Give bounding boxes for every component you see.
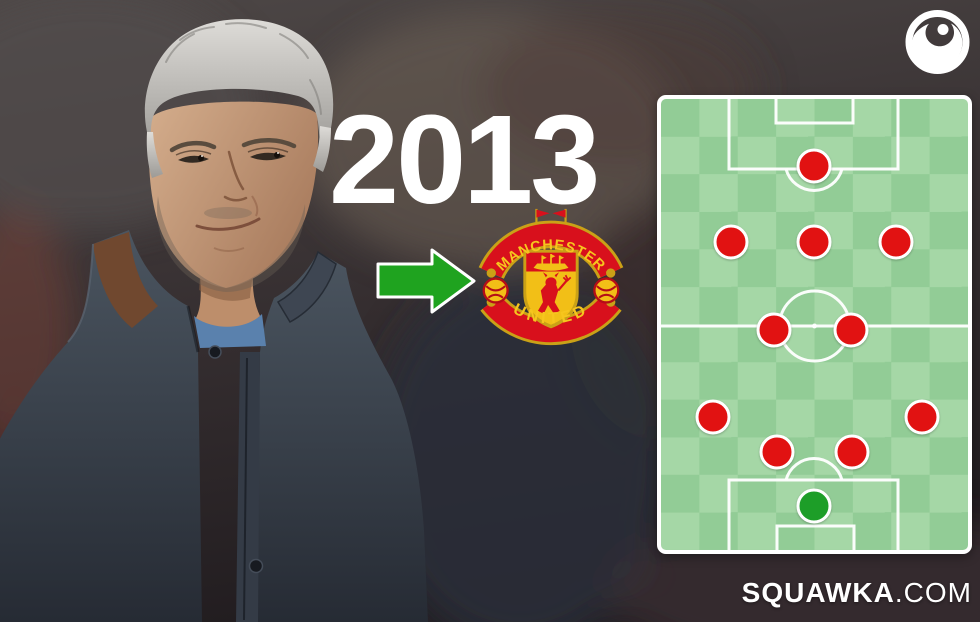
pitch-diagram bbox=[657, 95, 972, 554]
right-collar-flap bbox=[276, 250, 337, 324]
stubble bbox=[157, 196, 306, 292]
right-arrow-icon bbox=[376, 248, 476, 314]
player-dot-cam bbox=[796, 224, 832, 260]
player-dot-rcb bbox=[834, 434, 870, 470]
year-label: 2013 bbox=[329, 89, 600, 230]
nose bbox=[227, 150, 245, 191]
squawka-swirl-icon bbox=[905, 10, 970, 74]
right-eyebrow bbox=[241, 138, 297, 149]
coat-button bbox=[248, 558, 264, 574]
crest-shield bbox=[523, 249, 579, 329]
player-dot-lcm bbox=[756, 312, 792, 348]
coat-placket bbox=[236, 352, 260, 622]
watermark-bold: SQUAWKA bbox=[741, 577, 895, 608]
player-dot-ram bbox=[878, 224, 914, 260]
crest-devil bbox=[537, 272, 572, 314]
player-dot-rcm bbox=[833, 312, 869, 348]
manchester-united-crest: MANCHESTER UNITED bbox=[478, 208, 624, 346]
left-eyebrow bbox=[169, 140, 217, 153]
player-dot-st bbox=[796, 148, 832, 184]
player-dot-gk bbox=[796, 488, 832, 524]
player-dot-lam bbox=[713, 224, 749, 260]
hair bbox=[144, 19, 334, 178]
coat-button bbox=[208, 345, 222, 359]
crest-footballs bbox=[482, 277, 620, 304]
face bbox=[148, 101, 319, 292]
watermark: SQUAWKA.COM bbox=[742, 577, 972, 609]
players-layer bbox=[661, 99, 968, 550]
mouth-smirk bbox=[195, 217, 261, 231]
crest-flags bbox=[535, 208, 567, 224]
coat bbox=[0, 230, 428, 622]
player-dot-rb bbox=[904, 399, 940, 435]
shirt bbox=[194, 314, 266, 348]
brown-collar bbox=[93, 232, 158, 328]
player-dot-lcb bbox=[759, 434, 795, 470]
player-dot-lb bbox=[695, 399, 731, 435]
crest-ship bbox=[533, 254, 569, 271]
watermark-regular: .COM bbox=[894, 577, 972, 608]
